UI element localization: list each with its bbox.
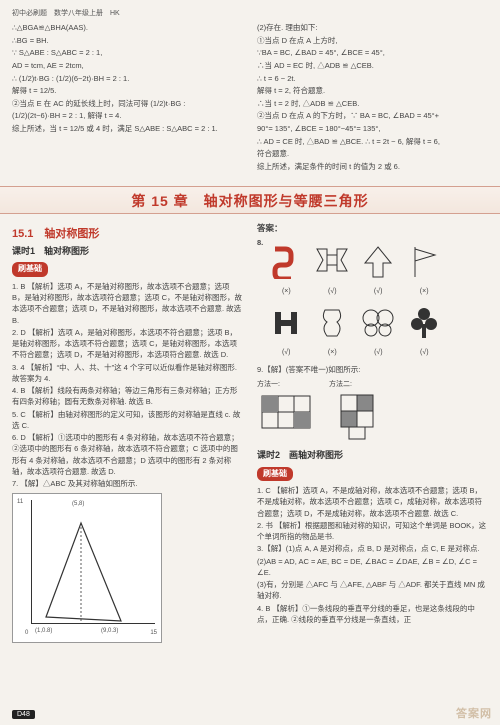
mark: (×) (420, 287, 429, 298)
watermark: 答案网 (456, 705, 492, 721)
arrow-up-icon (359, 243, 397, 281)
ytick-11: 11 (17, 498, 23, 507)
sol-line: 解得 t = 12/5. (12, 85, 243, 97)
sol-line: 综上所述，满足条件的时间 t 的值为 2 或 6. (257, 161, 488, 173)
qa-item: 2. 书 【解析】根据题图和轴对称的知识，可知这个单词是 BOOK，这个单词所指… (257, 520, 488, 543)
sol-line: ∴当 t = 2 时, △ADB ≌ △CEB. (257, 98, 488, 110)
page-number-badge: D48 (12, 710, 35, 719)
sol-line: 符合题意. (257, 148, 488, 160)
club-icon (405, 304, 443, 342)
qa-item: 2. D 【解析】选项 A，是轴对称图形，本选项不符合题意；选项 B，是轴对称图… (12, 327, 243, 361)
qa-item: 4. B 【解析】①一条线段的垂直平分线的垂足，也是这条线段的中点，正确. ②线… (257, 603, 488, 626)
method-1-figure (257, 391, 317, 441)
lesson-2-title: 课时2 画轴对称图形 (257, 449, 488, 463)
sol-line: ∴ (1/2)t·BG : (1/2)(6−2t)·BH = 2 : 1. (12, 73, 243, 85)
qa-item: 3. 4 【解析】“中、人、共、十”这 4 个字可以近似看作是轴对称图形. 故答… (12, 362, 243, 385)
q8-row: 8. (×) (√) (√) (×) (257, 237, 488, 365)
symmetry-icons: (×) (√) (√) (×) (√) (×) (√) (267, 243, 443, 359)
mark: (√) (420, 348, 429, 359)
triangle-graph: (5,8) (1,0.8) (9,0.3) 11 0 15 (12, 493, 162, 643)
sol-line: ②当点 D 在点 A 的下方时，∵ BA = BC, ∠BAD = 45°+ (257, 110, 488, 122)
mark: (×) (282, 287, 291, 298)
apex-label: (5,8) (72, 500, 84, 509)
origin-0: 0 (25, 629, 28, 638)
sol-line: 解得 t = 2, 符合题意. (257, 85, 488, 97)
mark: (√) (328, 287, 337, 298)
pill-basics-1: 刷基础 (12, 262, 48, 276)
s-logo-icon (267, 243, 305, 281)
qa-item: 6. D 【解析】①选项中的图形有 4 条对称轴，故本选项不符合题意；②选项中的… (12, 432, 243, 477)
qa-item: (3)有，分别是 △AFC 与 △AFE, △ABF 与 △ADF. 都关于直线… (257, 579, 488, 602)
pt-label-1: (1,0.8) (35, 627, 52, 636)
chapter-title: 第 15 章 轴对称图形与等腰三角形 (12, 191, 488, 211)
sol-line: (1/2)(2t−6)·BH = 2 : 1, 解得 t = 4. (12, 110, 243, 122)
triangle-outline (41, 513, 141, 623)
q8-num: 8. (257, 237, 263, 249)
chapter-band: 第 15 章 轴对称图形与等腰三角形 (0, 186, 500, 214)
top-left-col: ∴△BGA≌△BHA(AAS). ∴BG = BH. ∵ S△ABE : S△A… (12, 22, 243, 174)
sol-line: ∴ t = 6 − 2t. (257, 73, 488, 85)
mark: (√) (374, 287, 383, 298)
qa-item: 4. B 【解析】线段有两条对称轴；等边三角形有三条对称轴；正方形有四条对称轴；… (12, 385, 243, 408)
sol-line: ①当点 D 在点 A 上方时, (257, 35, 488, 47)
qa-item: 5. C 【解析】由轴对称图形的定义可知，该图形的对称轴是直线 c. 故选 C. (12, 409, 243, 432)
sol-line: ②当点 E 在 AC 的延长线上时，同法可得 (1/2)t·BG : (12, 98, 243, 110)
letter-h-icon (267, 304, 305, 342)
main-columns: 15.1 轴对称图形 课时1 轴对称图形 刷基础 1. B 【解析】选项 A，不… (12, 222, 488, 644)
bow-icon (313, 243, 351, 281)
qa-item: 3.【解】(1)点 A, A 是对称点，点 B, D 是对称点，点 C, E 是… (257, 543, 488, 554)
x-axis (31, 623, 155, 624)
sol-line: ∴△BGA≌△BHA(AAS). (12, 22, 243, 34)
sol-line: ∵BA = BC, ∠BAD = 45°, ∠BCE = 45°, (257, 47, 488, 59)
xtick-15: 15 (150, 629, 157, 638)
y-axis (31, 500, 32, 624)
flag-icon (405, 243, 443, 281)
sol-line: (2)存在. 理由如下: (257, 22, 488, 34)
method-1-label: 方法一: (257, 380, 317, 391)
method-1: 方法一: (257, 380, 317, 441)
sol-line: 90°= 135°, ∠BCE = 180°−45°= 135°, (257, 123, 488, 135)
qa-item: (2)AB = AD, AC = AE, BC = DE, ∠BAC = ∠DA… (257, 556, 488, 579)
sol-line: ∴ AD = CE 时, △BAD ≌ △BCE. ∴ t = 2t − 6, … (257, 136, 488, 148)
sol-line: ∴当 AD = EC 时, △ADB ≌ △CEB. (257, 60, 488, 72)
qa-right: 1. C 【解析】选项 A，不是成轴对称，故本选项不合题意；选项 B，不是成轴对… (257, 485, 488, 625)
right-main-col: 答案： 8. (×) (√) (√) (×) (257, 222, 488, 644)
page-header: 初中必刷题 数学八年级上册 HK (12, 8, 488, 18)
q1-text: 1. B 【解析】选项 A，不是轴对称图形，故本选项不合题意；选项 B，是轴对称… (12, 282, 242, 325)
qa-left: 1. B 【解析】选项 A，不是轴对称图形，故本选项不合题意；选项 B，是轴对称… (12, 281, 243, 490)
vase-icon (313, 304, 351, 342)
sol-line: ∴BG = BH. (12, 35, 243, 47)
qa-item: 7. 【解】△ABC 及其对称轴如图所示. (12, 478, 243, 489)
left-main-col: 15.1 轴对称图形 课时1 轴对称图形 刷基础 1. B 【解析】选项 A，不… (12, 222, 243, 644)
qa-item: 1. B 【解析】选项 A，不是轴对称图形，故本选项不合题意；选项 B，是轴对称… (12, 281, 243, 326)
section-title: 15.1 轴对称图形 (12, 226, 243, 243)
method-2: 方法二: (329, 380, 389, 441)
butterfly-icon (359, 304, 397, 342)
mark-row-1: (×) (√) (√) (×) (267, 287, 443, 298)
mark: (√) (282, 348, 291, 359)
qa-item: 1. C 【解析】选项 A，不是成轴对称，故本选项不合题意；选项 B，不是成轴对… (257, 485, 488, 519)
sol-line: AD = tcm, AE = 2tcm, (12, 60, 243, 72)
answer-label: 答案： (257, 222, 488, 235)
icon-row-1 (267, 243, 443, 281)
method-2-figure (329, 391, 389, 441)
method-2-label: 方法二: (329, 380, 389, 391)
pt-label-2: (9,0.3) (101, 627, 118, 636)
top-solution-columns: ∴△BGA≌△BHA(AAS). ∴BG = BH. ∵ S△ABE : S△A… (12, 22, 488, 174)
mark: (√) (374, 348, 383, 359)
icon-row-2 (267, 304, 443, 342)
sol-line: ∵ S△ABE : S△ABC = 2 : 1, (12, 47, 243, 59)
top-right-col: (2)存在. 理由如下: ①当点 D 在点 A 上方时, ∵BA = BC, ∠… (257, 22, 488, 174)
pill-basics-2: 刷基础 (257, 467, 293, 481)
sol-line: 综上所述，当 t = 12/5 或 4 时，满足 S△ABE : S△ABC =… (12, 123, 243, 135)
mark: (×) (328, 348, 337, 359)
method-row: 方法一: 方法二: (257, 380, 488, 441)
q9-text: 9.【解】(答案不唯一)如图所示: (257, 364, 488, 376)
lesson-1-title: 课时1 轴对称图形 (12, 245, 243, 259)
mark-row-2: (√) (×) (√) (√) (267, 348, 443, 359)
